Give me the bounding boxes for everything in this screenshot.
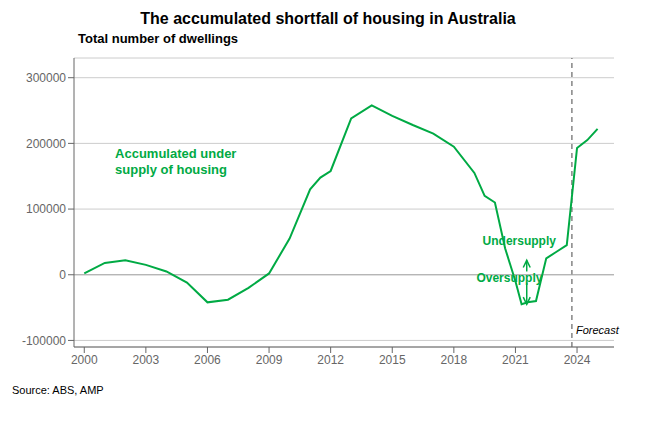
html-text:Total number of dwellings: Total number of dwellings (78, 31, 239, 46)
svg-text:2024: 2024 (564, 353, 591, 367)
svg-text:Oversupply: Oversupply (476, 271, 542, 285)
svg-text:300000: 300000 (26, 71, 66, 85)
svg-text:2009: 2009 (256, 353, 283, 367)
svg-text:2021: 2021 (502, 353, 529, 367)
svg-text:Forecast: Forecast (576, 324, 620, 336)
svg-text:2003: 2003 (133, 353, 160, 367)
svg-text:-100000: -100000 (22, 334, 66, 348)
svg-text:200000: 200000 (26, 137, 66, 151)
svg-text:2015: 2015 (379, 353, 406, 367)
svg-text:0: 0 (59, 268, 66, 282)
svg-text:2018: 2018 (440, 353, 467, 367)
svg-text:2006: 2006 (194, 353, 221, 367)
html-text:Source: ABS, AMP: Source: ABS, AMP (12, 384, 104, 396)
svg-text:Accumulated undersupply of hou: Accumulated undersupply of housing (115, 146, 236, 177)
svg-text:2000: 2000 (71, 353, 98, 367)
svg-text:Undersupply: Undersupply (483, 234, 557, 248)
svg-text:2012: 2012 (317, 353, 344, 367)
svg-text:100000: 100000 (26, 202, 66, 216)
html-text:The accumulated shortfall of h: The accumulated shortfall of housing in … (140, 10, 516, 27)
